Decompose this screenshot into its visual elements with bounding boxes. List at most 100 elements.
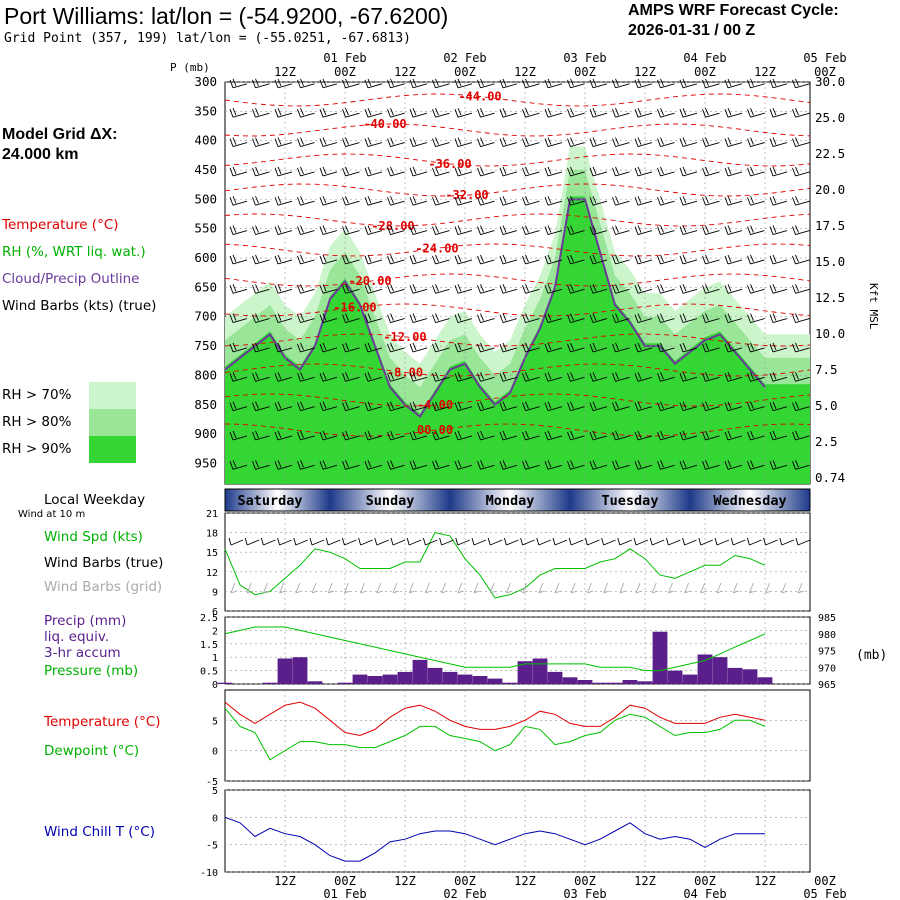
precip-bar (577, 680, 593, 684)
wind-barb (454, 284, 473, 294)
wind-barb (657, 284, 675, 294)
pressure-tick-label: 300 (194, 74, 217, 89)
wind-barb (409, 166, 428, 177)
wind-barb (612, 225, 630, 236)
wind-barb (522, 225, 540, 236)
wind-barb (792, 372, 810, 382)
wind-chill-tick-label: 5 (212, 786, 218, 797)
pressure-tick-label: 600 (194, 250, 217, 265)
wind-barb (612, 430, 630, 441)
precip-tick-label: 0.5 (200, 667, 218, 678)
wind-barb (522, 313, 540, 324)
wind-barb (612, 342, 630, 353)
precip-tick-label: 2 (212, 626, 218, 637)
wind-barb (634, 108, 653, 118)
precip-bar (382, 674, 398, 684)
wind-barb-true (795, 537, 811, 546)
wind-barb-grid (473, 582, 481, 594)
wind-chill-tick-label: -5 (206, 841, 218, 852)
wind-barb (454, 225, 473, 236)
temperature-contour-label: -8.00 (387, 366, 423, 380)
height-tick-label: 0.74 (815, 470, 845, 485)
wind-barb-grid (505, 582, 513, 594)
height-tick-label: 2.5 (815, 434, 838, 449)
wind-barb (589, 196, 608, 206)
temperature-contour-label: -16.00 (333, 300, 376, 314)
wind-barb (409, 108, 428, 118)
wind-barb (544, 137, 563, 147)
wind-barb (229, 137, 248, 147)
wind-barb (612, 401, 630, 412)
wind-barb (589, 166, 608, 177)
wind-barb-grid (732, 582, 740, 594)
weekday-cell (450, 489, 570, 511)
wind-barb (522, 254, 540, 265)
wind-barb (792, 342, 810, 353)
temperature-contour (224, 243, 811, 257)
rh80-label: RH > 80% (2, 414, 72, 430)
wind-barb (499, 372, 518, 382)
wind-barb (634, 342, 653, 353)
precip-bar (712, 657, 728, 684)
wind-barb (634, 225, 653, 236)
wind-barb (724, 284, 743, 294)
wind-barb (454, 108, 473, 118)
wind-barb (522, 284, 540, 294)
wind-barb (499, 460, 518, 470)
wind-barb (792, 137, 810, 147)
wind-barb (252, 372, 270, 382)
wind-barb-true (422, 537, 438, 546)
temperature-tick-label: 5 (212, 716, 218, 727)
wind-barb (657, 342, 675, 353)
wind-barb-true (487, 537, 503, 546)
wind-barb (657, 108, 675, 118)
temperature-line (224, 701, 766, 737)
wind-barb (297, 372, 315, 382)
wind-barb (724, 108, 743, 118)
wind-barb (364, 196, 383, 206)
wind-barb (229, 401, 248, 412)
wind-barb (544, 313, 563, 324)
precip-bar (397, 671, 413, 684)
grid-point-label: Grid Point (357, 199) lat/lon = (-55.025… (4, 31, 411, 46)
wind-barb (567, 166, 585, 177)
time-axis: 12Z 12Z 00Z 00Z 12Z 12Z 00Z 00Z 12Z 12Z 00Z 00Z 12Z 1… (274, 51, 847, 900)
wind-barb (252, 108, 270, 118)
wind-barb (432, 78, 450, 89)
precip-tick-label: 1.5 (200, 640, 218, 651)
pressure-tick-label: 900 (194, 426, 217, 441)
wind-barb (612, 460, 630, 470)
wind-barb (319, 137, 338, 147)
wind-tick-label: 21 (206, 509, 218, 520)
wind-barb-grid (651, 582, 659, 594)
wind-barb (274, 254, 293, 265)
wind-barb (252, 401, 270, 412)
wind-barb-grid (797, 582, 805, 594)
wind-barb (499, 313, 518, 324)
wind-barb (342, 430, 360, 441)
wind-barb (274, 313, 293, 324)
wind-barb (387, 401, 405, 412)
top-date-label: 05 Feb (803, 51, 846, 65)
wind-barb (634, 78, 653, 89)
wind-barb (657, 372, 675, 382)
precip-bar (217, 682, 233, 684)
temperature-contour (224, 183, 811, 197)
weekday-cell (690, 489, 810, 511)
wind-barb-grid (489, 582, 497, 594)
wind-barb (589, 313, 608, 324)
bottom-time-tick: 00Z (334, 874, 356, 888)
weekday-cell (330, 489, 450, 511)
bottom-time-tick: 00Z (694, 874, 716, 888)
wind-barb (409, 225, 428, 236)
wind-barb (747, 342, 765, 353)
height-tick-label: 15.0 (815, 254, 845, 269)
top-time-tick: 12Z (274, 65, 296, 79)
temperature-label: Temperature (°C) (44, 714, 161, 730)
wind-barb (477, 460, 495, 470)
height-tick-label: 30.0 (815, 74, 845, 89)
wind-barb (634, 430, 653, 441)
wind-barb (499, 196, 518, 206)
precip-bar (337, 682, 353, 684)
wind-barb (612, 137, 630, 147)
